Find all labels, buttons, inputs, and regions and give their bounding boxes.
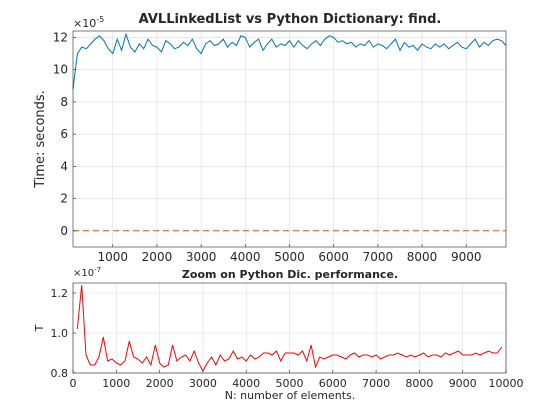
zoom-chart: 0 1000 2000 3000 4000 5000 6000 7000 8000 9000 100… xyxy=(33,266,524,402)
main-x-tick-label: 3000 xyxy=(186,250,217,264)
main-x-tick-label: 2000 xyxy=(142,250,173,264)
zoom-x-tick-label: 9000 xyxy=(449,377,477,390)
main-y-exponent: ×10-5 xyxy=(73,15,104,30)
main-y-tick-label: 2 xyxy=(60,192,68,206)
zoom-x-tick-label: 3000 xyxy=(189,377,217,390)
zoom-x-tick-label: 10000 xyxy=(489,377,524,390)
zoom-title: Zoom on Python Dic. performance. xyxy=(182,268,398,281)
zoom-x-label: N: number of elements. xyxy=(225,389,356,402)
zoom-y-tick-label: 0.8 xyxy=(51,367,69,380)
main-x-tick-label: 4000 xyxy=(230,250,261,264)
main-x-tick-label: 9000 xyxy=(451,250,482,264)
zoom-y-label: T xyxy=(33,324,46,332)
main-x-tick-label: 7000 xyxy=(363,250,394,264)
zoom-x-tick-label: 7000 xyxy=(362,377,390,390)
zoom-x-tick-label: 2000 xyxy=(146,377,174,390)
zoom-y-tick-label: 1.2 xyxy=(51,287,69,300)
main-y-exponent-base: ×10 xyxy=(73,17,96,30)
main-y-label: Time: seconds. xyxy=(33,90,48,189)
main-title: AVLLinkedList vs Python Dictionary: find… xyxy=(139,12,442,27)
zoom-y-exponent: ×10-7 xyxy=(73,266,101,279)
main-chart: 1000 2000 3000 4000 5000 6000 7000 8000 9000 0 2 4 6… xyxy=(33,12,506,264)
zoom-x-tick-label: 8000 xyxy=(405,377,433,390)
main-x-tick-label: 1000 xyxy=(97,250,128,264)
main-y-tick-label: 6 xyxy=(60,127,68,141)
zoom-x-tick-label: 0 xyxy=(70,377,77,390)
main-y-tick-label: 8 xyxy=(60,95,68,109)
zoom-y-tick-label: 1.0 xyxy=(51,327,69,340)
main-y-tick-label: 10 xyxy=(53,63,68,77)
main-y-tick-label: 12 xyxy=(53,30,68,44)
zoom-x-tick-label: 1000 xyxy=(102,377,130,390)
main-x-tick-label: 8000 xyxy=(407,250,438,264)
main-y-exponent-power: -5 xyxy=(96,15,104,24)
zoom-y-exponent-base: ×10 xyxy=(73,268,94,279)
zoom-y-exponent-power: -7 xyxy=(94,266,101,274)
main-x-tick-label: 5000 xyxy=(274,250,305,264)
main-y-tick-label: 0 xyxy=(60,224,68,238)
main-x-tick-label: 6000 xyxy=(318,250,349,264)
main-y-tick-label: 4 xyxy=(60,159,68,173)
